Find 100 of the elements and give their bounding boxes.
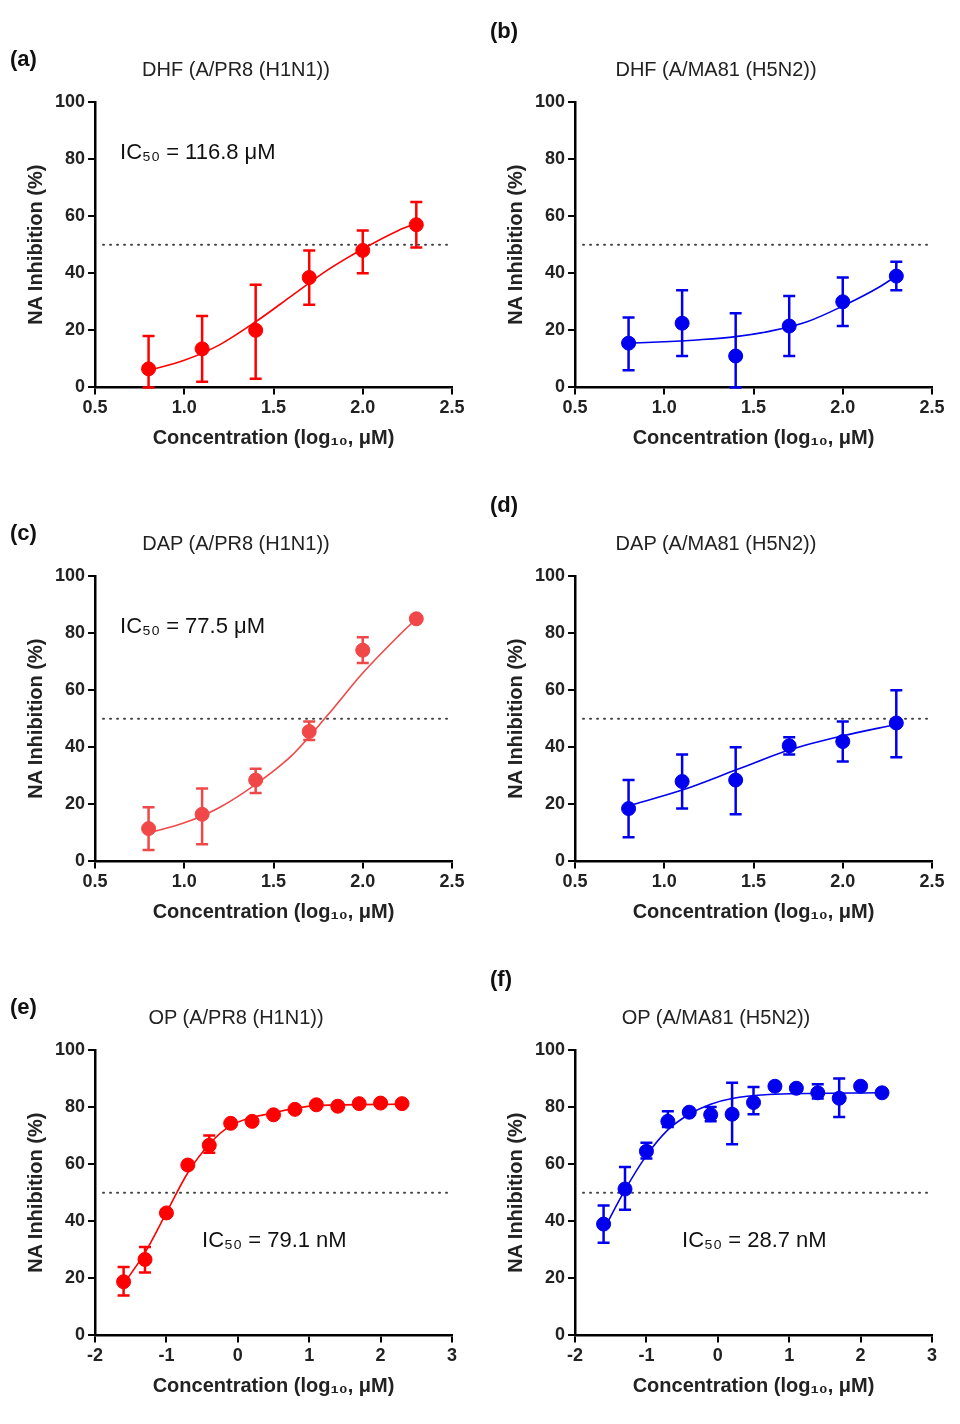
y-axis-title: NA Inhibition (%) (503, 1112, 526, 1273)
x-tick-label: 0.5 (562, 397, 588, 418)
text: (a) (10, 46, 37, 72)
y-tick-label: 60 (545, 1153, 566, 1174)
y-tick-label: 40 (545, 1210, 566, 1231)
point (617, 1181, 633, 1197)
point (681, 1104, 697, 1120)
point (394, 1096, 410, 1112)
annotation: IC₅₀ = 116.8 μM (120, 139, 276, 165)
y-tick-label: 60 (65, 1153, 86, 1174)
point (308, 1097, 324, 1113)
text: (d) (490, 492, 519, 518)
y-tick-label: 100 (54, 90, 86, 111)
x-tick-label: 3 (446, 1345, 458, 1366)
y-tick-label: 80 (545, 148, 566, 169)
chart-title: DHF (A/MA81 (H5N2)) (615, 57, 817, 80)
annotation: IC₅₀ = 28.7 nM (682, 1227, 827, 1253)
point (621, 335, 637, 351)
point (674, 773, 690, 789)
y-axis-title: NA Inhibition (%) (503, 638, 526, 799)
y-axis-title: NA Inhibition (%) (23, 164, 46, 325)
point (301, 724, 317, 740)
x-tick-label: 0.5 (82, 871, 108, 892)
x-tick-label: 2.5 (919, 397, 945, 418)
y-tick-label: 100 (534, 90, 566, 111)
point (621, 801, 637, 817)
x-axis-title: Concentration (log₁₀, μM) (152, 899, 395, 922)
point (141, 361, 157, 377)
point (888, 715, 904, 731)
y-axis-title: NA Inhibition (%) (503, 164, 526, 325)
x-axis-title: Concentration (log₁₀, μM) (632, 425, 875, 448)
y-tick-label: 0 (555, 376, 566, 397)
point (781, 318, 797, 334)
x-axis-title: Concentration (log₁₀, μM) (152, 425, 395, 448)
x-axis-title: Concentration (log₁₀, μM) (632, 899, 875, 922)
x-tick-label: -2 (567, 1345, 584, 1366)
x-tick-label: 2.5 (439, 871, 465, 892)
x-tick-label: 0.5 (82, 397, 108, 418)
point (223, 1115, 239, 1131)
y-tick-label: 80 (65, 1096, 86, 1117)
point (408, 611, 424, 627)
point (248, 322, 264, 338)
x-tick-label: 0 (712, 1345, 723, 1366)
point (355, 642, 371, 658)
point (266, 1107, 282, 1123)
y-tick-label: 40 (65, 262, 86, 283)
x-tick-label: 1.0 (171, 871, 197, 892)
y-tick-label: 20 (65, 319, 86, 340)
point (596, 1216, 612, 1232)
y-tick-label: 0 (555, 850, 566, 871)
point (835, 734, 851, 750)
y-tick-label: 0 (75, 1324, 86, 1345)
y-tick-label: 0 (555, 1324, 566, 1345)
y-tick-label: 80 (545, 622, 566, 643)
point (728, 772, 744, 788)
point (244, 1113, 260, 1129)
point (724, 1106, 740, 1122)
x-tick-label: 1.5 (741, 871, 767, 892)
x-tick-label: 1.0 (171, 397, 197, 418)
point (180, 1157, 196, 1173)
point (301, 270, 317, 286)
point (767, 1078, 783, 1094)
x-tick-label: -2 (87, 1345, 104, 1366)
y-tick-label: 20 (545, 793, 566, 814)
point (287, 1101, 303, 1117)
point (194, 806, 210, 822)
y-tick-label: 80 (65, 622, 86, 643)
y-tick-label: 60 (545, 679, 566, 700)
point (746, 1095, 762, 1111)
x-tick-label: 1 (784, 1345, 795, 1366)
x-axis-title: Concentration (log₁₀, μM) (632, 1373, 875, 1396)
text: (b) (490, 18, 519, 44)
y-tick-label: 20 (545, 1267, 566, 1288)
annotation: IC₅₀ = 79.1 nM (202, 1227, 347, 1253)
point (330, 1098, 346, 1114)
x-tick-label: 1 (304, 1345, 315, 1366)
x-tick-label: 1.5 (261, 397, 287, 418)
x-tick-label: 1.5 (741, 397, 767, 418)
point (194, 341, 210, 357)
x-tick-label: 2.5 (439, 397, 465, 418)
point (674, 315, 690, 331)
x-tick-label: 0.5 (562, 871, 588, 892)
point (158, 1205, 174, 1221)
y-tick-label: 20 (545, 319, 566, 340)
point (408, 217, 424, 233)
point (788, 1080, 804, 1096)
x-tick-label: 0 (232, 1345, 243, 1366)
x-tick-label: 2.0 (350, 871, 376, 892)
point (248, 772, 264, 788)
chart-title: DHF (A/PR8 (H1N1)) (142, 57, 330, 80)
chart-title: DAP (A/PR8 (H1N1)) (142, 531, 330, 554)
point (831, 1090, 847, 1106)
point (116, 1274, 132, 1290)
text: (e) (10, 994, 37, 1020)
point (137, 1251, 153, 1267)
text: (f) (490, 966, 512, 992)
annotation: IC₅₀ = 77.5 μM (120, 613, 266, 639)
chart-title: OP (A/MA81 (H5N2)) (621, 1005, 811, 1028)
y-tick-label: 100 (54, 1038, 86, 1059)
y-tick-label: 60 (65, 205, 86, 226)
